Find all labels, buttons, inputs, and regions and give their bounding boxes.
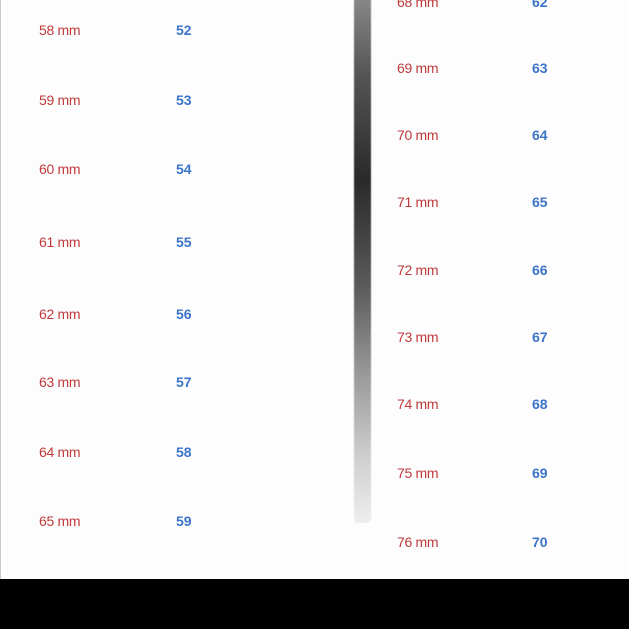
size-number: 64 — [532, 127, 548, 143]
measurement-mm: 76 mm — [397, 534, 439, 550]
size-number: 54 — [176, 161, 192, 177]
size-number: 52 — [176, 22, 192, 38]
measurement-mm: 69 mm — [397, 60, 439, 76]
size-number: 59 — [176, 513, 192, 529]
size-number: 70 — [532, 534, 548, 550]
measurement-mm: 63 mm — [39, 374, 81, 390]
measurement-mm: 58 mm — [39, 22, 81, 38]
measurement-mm: 70 mm — [397, 127, 439, 143]
measurement-mm: 74 mm — [397, 396, 439, 412]
measurement-mm: 75 mm — [397, 465, 439, 481]
measurement-mm: 72 mm — [397, 262, 439, 278]
size-number: 68 — [532, 396, 548, 412]
size-chart-page: 58 mm 52 59 mm 53 60 mm 54 61 mm 55 62 mm 56 63 mm… — [0, 0, 629, 579]
size-number: 56 — [176, 306, 192, 322]
gradient-divider — [354, 0, 371, 523]
size-number: 66 — [532, 262, 548, 278]
measurement-mm: 59 mm — [39, 92, 81, 108]
size-number: 57 — [176, 374, 192, 390]
measurement-mm: 60 mm — [39, 161, 81, 177]
size-number: 58 — [176, 444, 192, 460]
size-number: 69 — [532, 465, 548, 481]
size-number: 65 — [532, 194, 548, 210]
measurement-mm: 68 mm — [397, 0, 439, 10]
size-number: 63 — [532, 60, 548, 76]
size-number: 62 — [532, 0, 548, 10]
measurement-mm: 62 mm — [39, 306, 81, 322]
size-number: 53 — [176, 92, 192, 108]
measurement-mm: 71 mm — [397, 194, 439, 210]
size-number: 55 — [176, 234, 192, 250]
size-number: 67 — [532, 329, 548, 345]
measurement-mm: 64 mm — [39, 444, 81, 460]
measurement-mm: 65 mm — [39, 513, 81, 529]
measurement-mm: 61 mm — [39, 234, 81, 250]
measurement-mm: 73 mm — [397, 329, 439, 345]
